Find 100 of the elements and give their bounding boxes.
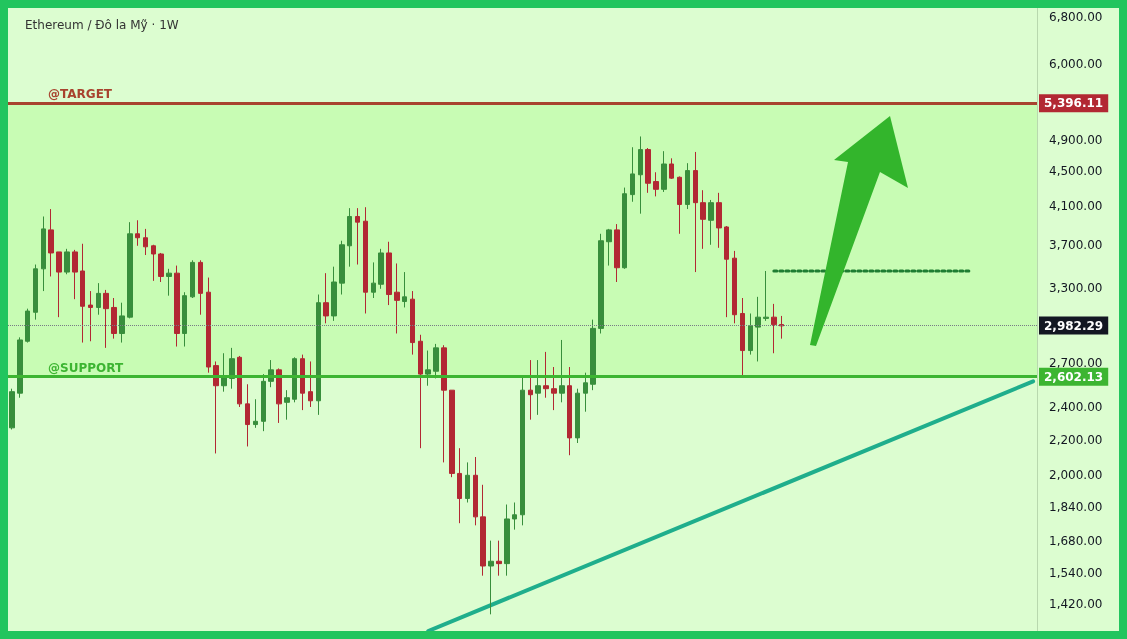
candlestick bbox=[253, 398, 258, 429]
candlestick bbox=[473, 456, 478, 526]
candlestick bbox=[292, 356, 297, 403]
ref-line-label: @TARGET bbox=[48, 87, 113, 102]
candlestick bbox=[465, 461, 470, 503]
candlestick bbox=[693, 151, 698, 273]
candlestick bbox=[316, 294, 321, 416]
candlestick bbox=[512, 501, 517, 531]
y-tick-label: 2,200.00 bbox=[1049, 432, 1103, 447]
y-tick-label: 3,700.00 bbox=[1049, 237, 1103, 252]
candlestick bbox=[528, 359, 533, 421]
candlestick bbox=[339, 240, 345, 296]
candlestick bbox=[308, 360, 313, 408]
candlestick bbox=[48, 208, 54, 277]
candlestick bbox=[622, 187, 627, 270]
text: 2,602.13 bbox=[1044, 369, 1104, 384]
candlestick bbox=[575, 388, 580, 444]
candlestick bbox=[331, 266, 337, 322]
y-tick-label: 1,680.00 bbox=[1049, 533, 1103, 548]
candlestick bbox=[323, 272, 329, 324]
candlestick bbox=[724, 225, 729, 318]
candlestick bbox=[551, 366, 557, 411]
candlestick bbox=[590, 319, 596, 391]
candlestick bbox=[198, 259, 203, 316]
candlestick bbox=[410, 290, 415, 356]
candlestick bbox=[206, 277, 211, 374]
candlestick bbox=[151, 244, 156, 282]
candlestick bbox=[41, 215, 46, 292]
candlestick bbox=[559, 339, 565, 403]
candlestick bbox=[386, 241, 392, 306]
candlestick bbox=[661, 150, 667, 193]
candlestick bbox=[543, 351, 549, 399]
candlestick bbox=[119, 302, 125, 344]
candlestick bbox=[425, 350, 431, 387]
candlestick bbox=[9, 388, 15, 430]
ref-line-label: @SUPPORT bbox=[48, 360, 124, 375]
candlestick bbox=[740, 297, 745, 378]
candlestick bbox=[653, 171, 659, 197]
candlestick bbox=[567, 366, 572, 456]
y-tick-label: 4,500.00 bbox=[1049, 164, 1103, 179]
candlestick bbox=[708, 199, 714, 246]
candlestick bbox=[598, 233, 604, 334]
candlestick bbox=[441, 344, 447, 463]
candlestick bbox=[638, 135, 643, 215]
candlestick bbox=[685, 162, 690, 210]
candlestick bbox=[520, 376, 525, 526]
candlestick bbox=[748, 313, 753, 356]
candlestick bbox=[402, 271, 407, 308]
text: Ethereum / Đô la Mỹ · 1W bbox=[25, 18, 179, 32]
y-tick-label: 6,800.00 bbox=[1049, 9, 1103, 24]
candlestick bbox=[33, 264, 38, 321]
candlestick bbox=[496, 540, 502, 577]
candlestick bbox=[449, 389, 455, 478]
candlestick bbox=[614, 223, 620, 283]
candlestick bbox=[716, 192, 722, 249]
y-tick-label: 1,420.00 bbox=[1049, 596, 1103, 611]
candlestick bbox=[88, 290, 93, 342]
candlestick bbox=[630, 146, 635, 203]
candlestick bbox=[174, 265, 180, 348]
candlestick bbox=[56, 251, 62, 318]
candlestick bbox=[111, 297, 117, 340]
candlestick bbox=[182, 291, 187, 348]
text: 2,982.29 bbox=[1044, 318, 1104, 333]
candlestick bbox=[363, 206, 368, 314]
candlestick bbox=[606, 228, 612, 267]
candlestick bbox=[771, 303, 777, 354]
candlestick bbox=[755, 296, 761, 362]
candlestick bbox=[80, 243, 85, 344]
candlestick bbox=[677, 175, 682, 235]
y-tick-label: 6,000.00 bbox=[1049, 56, 1103, 71]
y-tick-label: 3,300.00 bbox=[1049, 280, 1103, 295]
candlestick bbox=[284, 389, 290, 421]
candlestick bbox=[17, 336, 23, 399]
candlestick bbox=[763, 270, 769, 322]
text: 5,396.11 bbox=[1044, 96, 1104, 111]
candlestick bbox=[480, 484, 486, 577]
candlestick bbox=[371, 261, 376, 299]
candlestick bbox=[300, 354, 305, 411]
y-tick-label: 1,540.00 bbox=[1049, 566, 1103, 581]
y-tick-label: 2,400.00 bbox=[1049, 399, 1103, 414]
candlestick bbox=[237, 355, 242, 408]
candlestick bbox=[221, 352, 227, 393]
candlestick bbox=[190, 259, 195, 299]
candlestick bbox=[700, 189, 706, 250]
y-tick-label: 4,900.00 bbox=[1049, 132, 1103, 147]
candlestick bbox=[583, 372, 588, 413]
candlestick bbox=[158, 252, 164, 283]
y-tick-label: 2,000.00 bbox=[1049, 468, 1103, 483]
candlestick bbox=[347, 207, 352, 268]
candlestick bbox=[72, 249, 78, 300]
y-tick-label: 4,100.00 bbox=[1049, 199, 1103, 214]
candlestick bbox=[732, 250, 737, 324]
candlestick bbox=[394, 262, 400, 334]
candlestick bbox=[135, 219, 140, 247]
y-tick-label: 2,700.00 bbox=[1049, 355, 1103, 370]
candlestick bbox=[25, 308, 30, 344]
candlestick bbox=[261, 373, 266, 432]
candlestick bbox=[504, 504, 510, 577]
y-tick-label: 1,840.00 bbox=[1049, 499, 1103, 514]
candlestick bbox=[64, 248, 70, 275]
